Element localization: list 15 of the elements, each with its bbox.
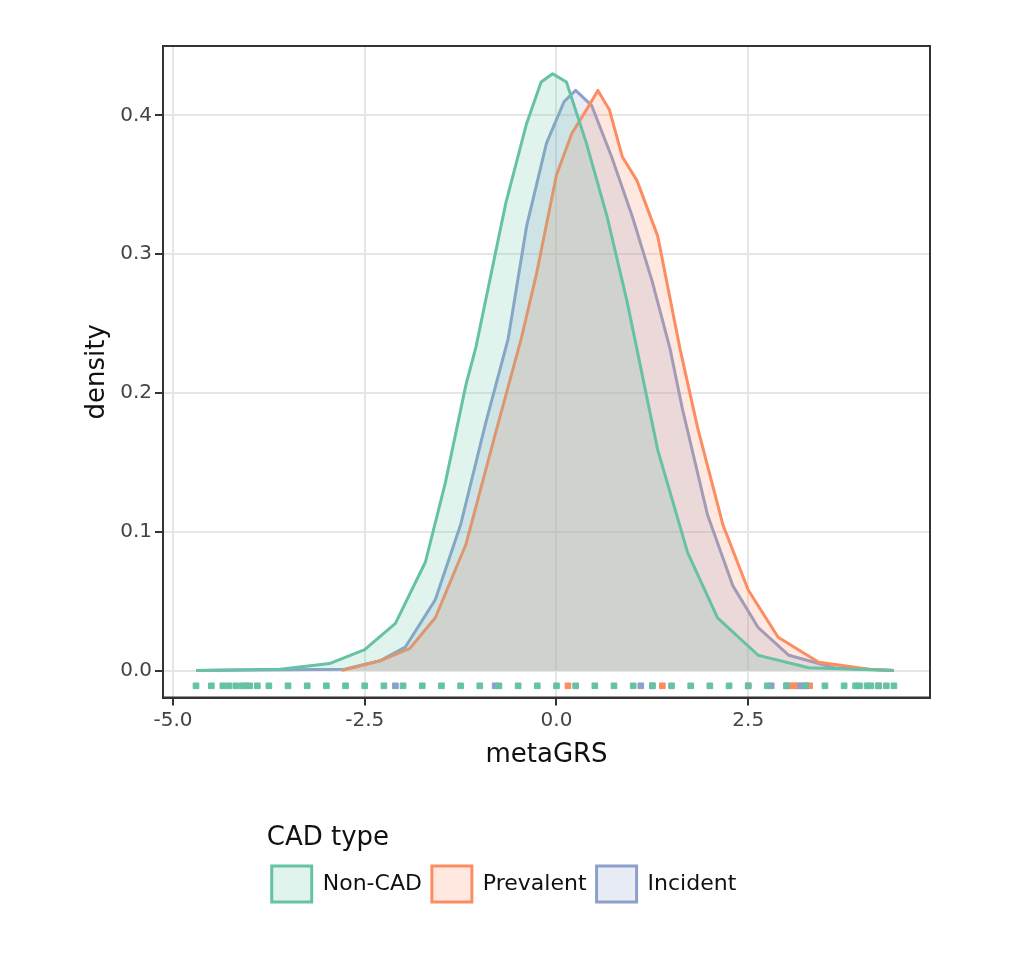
legend-label: Prevalent <box>482 869 587 895</box>
legend-title: CAD type <box>266 820 390 851</box>
x-tick-label: -5.0 <box>153 706 193 731</box>
y-tick-label: 0.3 <box>120 240 153 265</box>
y-tick-label: 0.1 <box>120 517 153 542</box>
legend-label: Non-CAD <box>322 869 422 895</box>
y-tick-label: 0.4 <box>120 101 153 126</box>
x-tick-label: -2.5 <box>345 706 385 731</box>
x-tick-label: 2.5 <box>732 706 765 731</box>
y-tick-label: 0.0 <box>120 656 153 681</box>
legend-label: Incident <box>647 869 737 895</box>
x-tick-label: 0.0 <box>540 706 573 731</box>
x-axis-title: metaGRS <box>485 737 608 768</box>
y-tick-label: 0.2 <box>120 379 153 404</box>
y-axis-title: density <box>80 324 111 420</box>
